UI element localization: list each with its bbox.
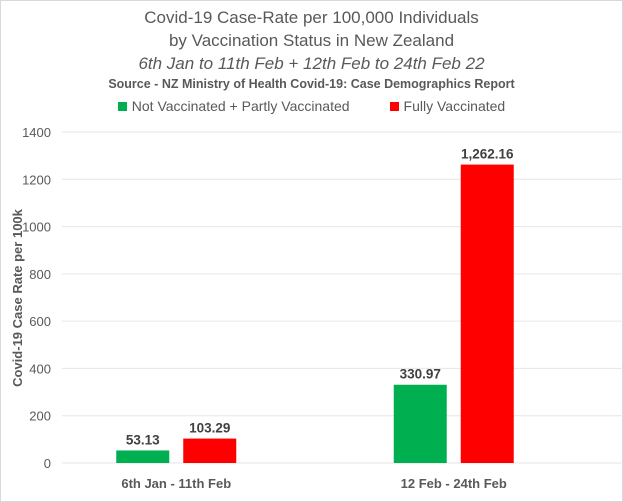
legend-item-not-vaccinated: Not Vaccinated + Partly Vaccinated [117, 98, 350, 114]
legend-item-fully-vaccinated: Fully Vaccinated [389, 98, 506, 114]
chart-source: Source - NZ Ministry of Health Covid-19:… [108, 77, 515, 91]
chart-subtitle: 6th Jan to 11th Feb + 12th Feb to 24th F… [138, 54, 485, 73]
x-tick-label: 6th Jan - 11th Feb [121, 476, 231, 491]
bar-fully-vaccinated [183, 438, 237, 463]
bar-fully-vaccinated [460, 164, 514, 464]
y-tick-label: 1400 [22, 125, 51, 140]
legend-label: Fully Vaccinated [403, 98, 506, 114]
y-axis-label: Covid-19 Case Rate per 100k [10, 208, 25, 387]
legend-swatch-red [389, 101, 399, 111]
bar-not-vaccinated [393, 384, 447, 463]
y-tick-label: 1200 [22, 172, 51, 187]
y-tick-label: 200 [29, 409, 51, 424]
y-tick-label: 400 [29, 361, 51, 376]
y-tick-label: 600 [29, 314, 51, 329]
bar-not-vaccinated [116, 450, 170, 463]
data-label: 330.97 [400, 367, 441, 382]
data-label: 1,262.16 [461, 147, 514, 162]
legend: Not Vaccinated + Partly Vaccinated Fully… [0, 98, 623, 114]
y-tick-label: 800 [29, 267, 51, 282]
x-tick-label: 12 Feb - 24th Feb [401, 476, 507, 491]
data-label: 53.13 [126, 432, 160, 447]
y-tick-label: 1000 [22, 220, 51, 235]
chart-title: Covid-19 Case-Rate per 100,000 Individua… [144, 8, 479, 27]
y-tick-label: 0 [44, 456, 51, 471]
chart-title-line2: by Vaccination Status in New Zealand [168, 31, 455, 50]
legend-swatch-green [117, 101, 127, 111]
legend-label: Not Vaccinated + Partly Vaccinated [131, 98, 350, 114]
data-label: 103.29 [189, 421, 230, 436]
